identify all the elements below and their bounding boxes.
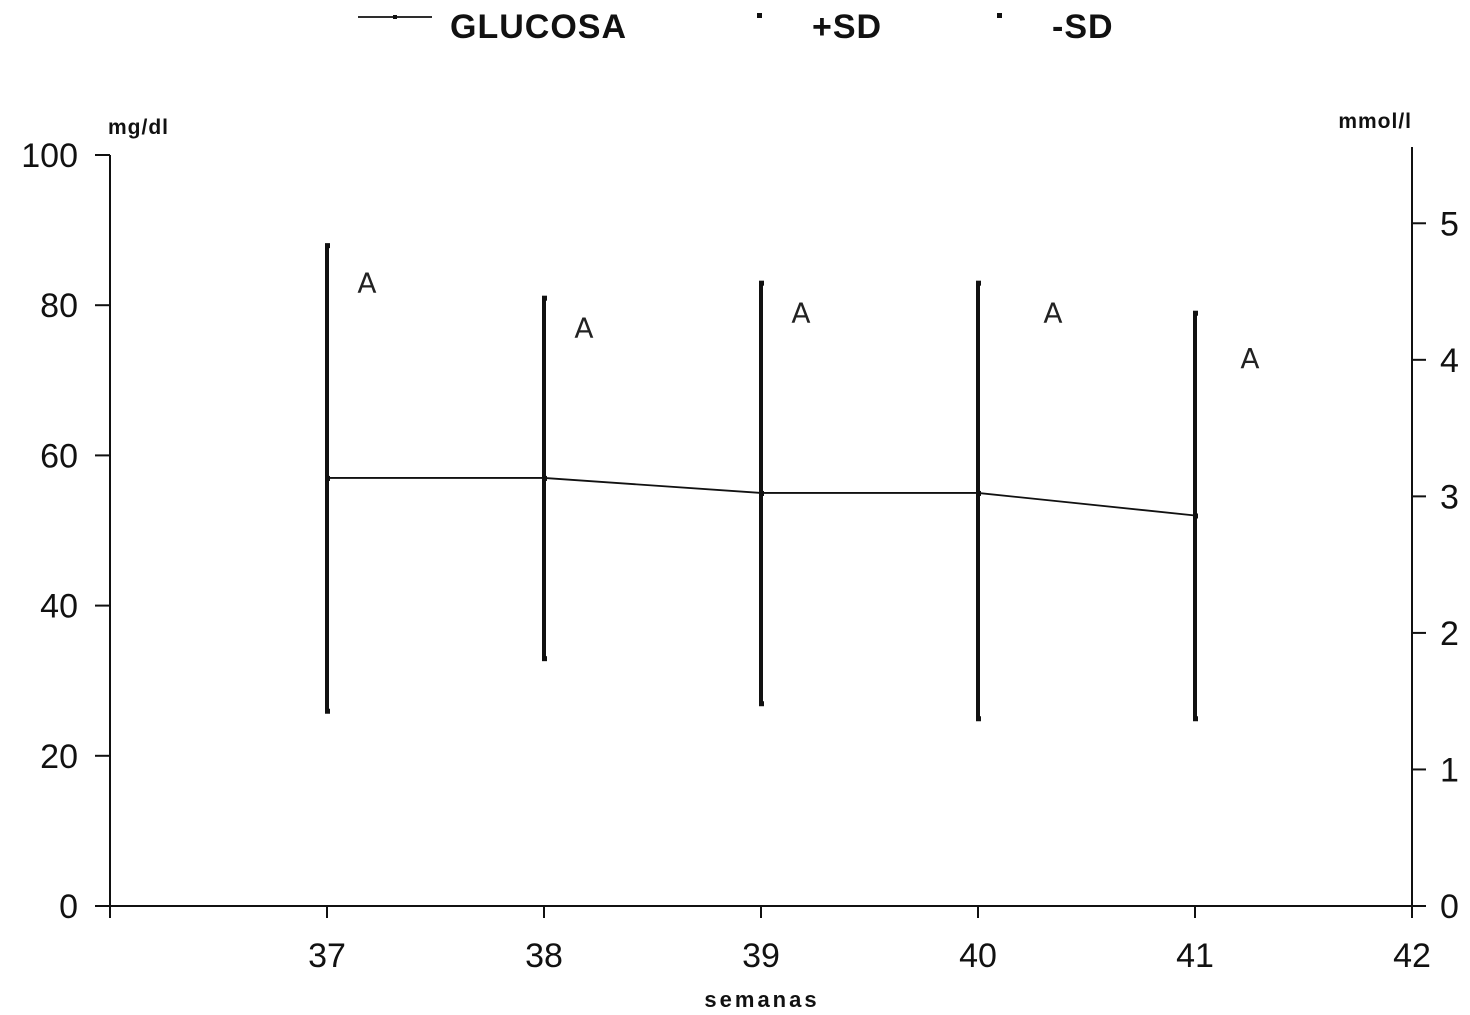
glucosa-point (542, 475, 547, 481)
minus-sd-point (1193, 716, 1198, 722)
minus-sd-point (542, 656, 547, 662)
glucosa-point (325, 475, 330, 481)
plus-sd-point (1193, 310, 1198, 316)
x-axis-title: semanas (704, 987, 819, 1012)
x-tick-label: 37 (308, 937, 346, 975)
y2-tick-label: 1 (1440, 751, 1459, 789)
y-tick-label: 60 (40, 437, 78, 475)
x-tick-label: 38 (525, 937, 563, 975)
glucosa-point (759, 490, 764, 496)
annotation-label: A (1240, 342, 1259, 375)
y-axis-unit-left: mg/dl (108, 116, 169, 139)
y-axis-unit-right: mmol/l (1338, 110, 1412, 133)
legend-label-minus-sd: -SD (1052, 8, 1114, 46)
plus-sd-point (976, 280, 981, 286)
x-tick-label: 40 (959, 937, 997, 975)
y-tick-label: 80 (40, 287, 78, 325)
legend-marker-plus-sd (757, 13, 762, 18)
annotation-label: A (791, 297, 810, 330)
x-tick-label: 39 (742, 937, 780, 975)
y-tick-label: 100 (21, 137, 78, 175)
glucosa-point (976, 490, 981, 496)
minus-sd-point (325, 708, 330, 714)
plus-sd-point (759, 280, 764, 286)
x-tick-label: 42 (1393, 937, 1431, 975)
legend-marker-minus-sd (997, 13, 1002, 18)
y-tick-label: 40 (40, 588, 78, 626)
glucosa-point (1193, 513, 1198, 519)
minus-sd-point (976, 716, 981, 722)
y-tick-label: 0 (59, 888, 78, 926)
annotation-label: A (357, 267, 376, 300)
legend-label-glucosa: GLUCOSA (450, 8, 627, 46)
y2-tick-label: 4 (1440, 342, 1459, 380)
y2-tick-label: 2 (1440, 615, 1459, 653)
plus-sd-point (325, 243, 330, 249)
x-tick-label: 41 (1176, 937, 1214, 975)
y2-tick-label: 0 (1440, 888, 1459, 926)
y2-tick-label: 5 (1440, 205, 1459, 243)
annotation-label: A (574, 312, 593, 345)
minus-sd-point (759, 701, 764, 707)
legend-label-plus-sd: +SD (812, 8, 882, 46)
annotation-label: A (1043, 297, 1062, 330)
y2-tick-label: 3 (1440, 478, 1459, 516)
y-tick-label: 20 (40, 738, 78, 776)
plus-sd-point (542, 295, 547, 301)
legend-marker-glucosa (393, 15, 397, 19)
